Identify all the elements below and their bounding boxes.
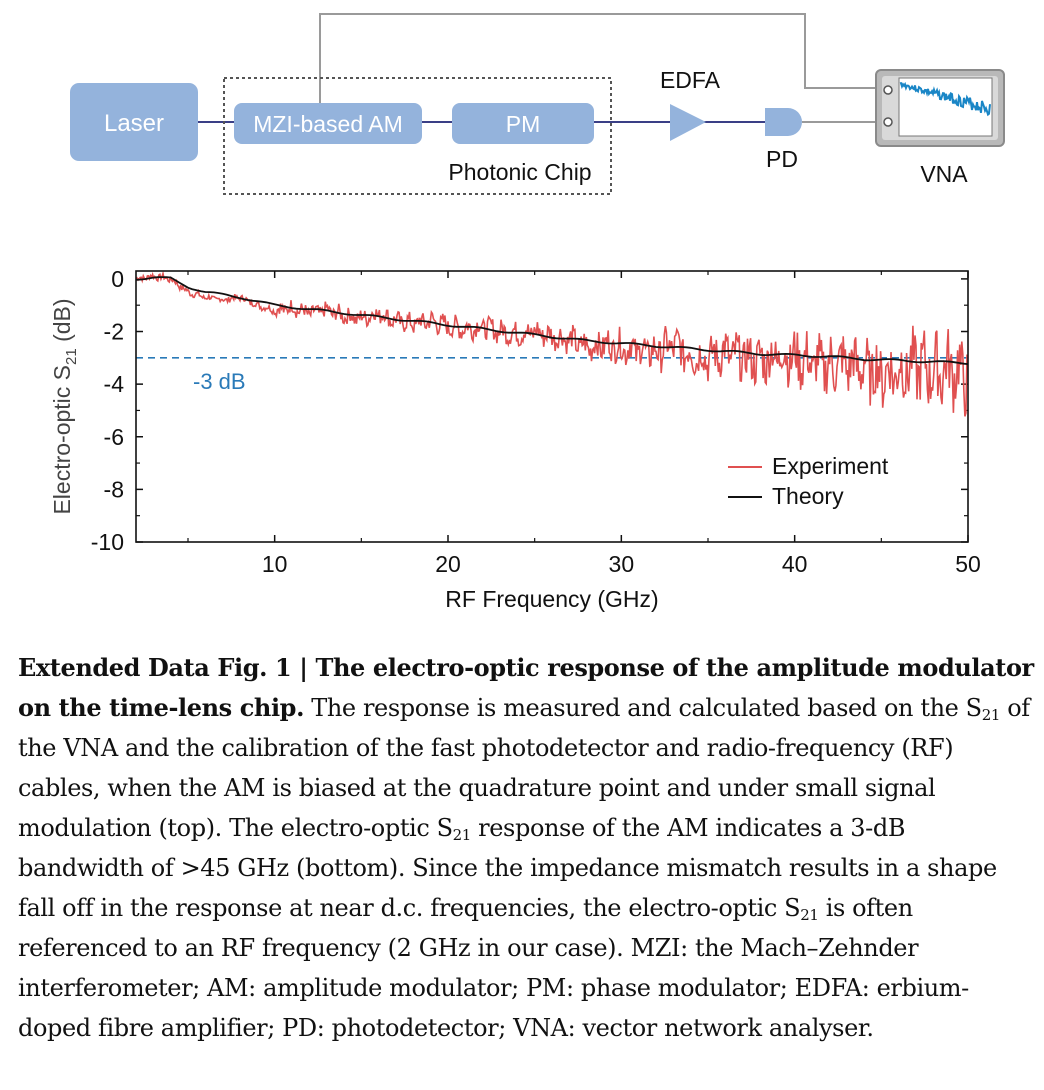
y-tick-label: -4	[104, 371, 125, 397]
am-label: MZI-based AM	[253, 111, 403, 137]
am-block	[234, 103, 422, 144]
series-theory-line	[135, 276, 969, 365]
laser-label: Laser	[104, 110, 164, 137]
edfa-label: EDFA	[660, 67, 721, 93]
caption-figure-label: Extended Data Fig. 1 | The electro-optic…	[18, 653, 1034, 722]
x-tick-label: 50	[955, 551, 981, 577]
caption-text-4: is often referenced to an RF frequency (…	[18, 894, 969, 1042]
edfa-triangle-icon	[670, 104, 706, 141]
legend-theory-label: Theory	[772, 483, 844, 509]
caption-text-1: The response is measured and calculated …	[304, 694, 982, 722]
vna-label: VNA	[920, 161, 968, 187]
rf-cable-line	[319, 13, 880, 105]
setup-diagram: Laser MZI-based AM PM Photonic Chip EDFA…	[70, 13, 1005, 195]
minus-3db-label: -3 dB	[193, 369, 246, 394]
x-tick-label: 30	[609, 551, 635, 577]
y-tick-label: -10	[91, 529, 124, 555]
pd-label: PD	[766, 146, 798, 172]
y-tick-label: -6	[104, 424, 124, 450]
plot-frame	[135, 270, 969, 543]
x-axis-label: RF Frequency (GHz)	[445, 586, 658, 612]
caption-sub-3: 21	[800, 906, 819, 924]
caption-text-3: response of the AM indicates a 3-dB band…	[18, 814, 997, 922]
laser-block	[70, 83, 198, 161]
pm-label: PM	[506, 111, 541, 137]
y-tick-label: 0	[111, 266, 124, 292]
x-tick-label: 20	[435, 551, 461, 577]
caption-sub-2: 21	[452, 826, 472, 844]
s21-chart: -3 dB 10 20 30 40 50 0 -2 -4 -6 -8 -10 RF Frequenc…	[49, 266, 981, 612]
photonic-chip-box	[223, 77, 612, 195]
pm-block	[452, 103, 594, 144]
vna-instrument-icon	[875, 69, 1005, 147]
figure-caption: Extended Data Fig. 1 | The electro-optic…	[18, 648, 1034, 1048]
pd-detector-icon	[765, 108, 802, 136]
legend-experiment-label: Experiment	[772, 453, 889, 479]
x-tick-label: 40	[782, 551, 808, 577]
x-tick-label: 10	[262, 551, 288, 577]
y-axis-label: Electro-optic S21 (dB)	[49, 298, 80, 514]
caption-text-2: of the VNA and the calibration of the fa…	[18, 694, 1030, 842]
caption-sub-1: 21	[981, 706, 1001, 724]
y-tick-label: -8	[104, 476, 124, 502]
y-tick-label: -2	[104, 319, 124, 345]
chip-label: Photonic Chip	[448, 159, 591, 185]
series-experiment-line	[135, 270, 968, 417]
